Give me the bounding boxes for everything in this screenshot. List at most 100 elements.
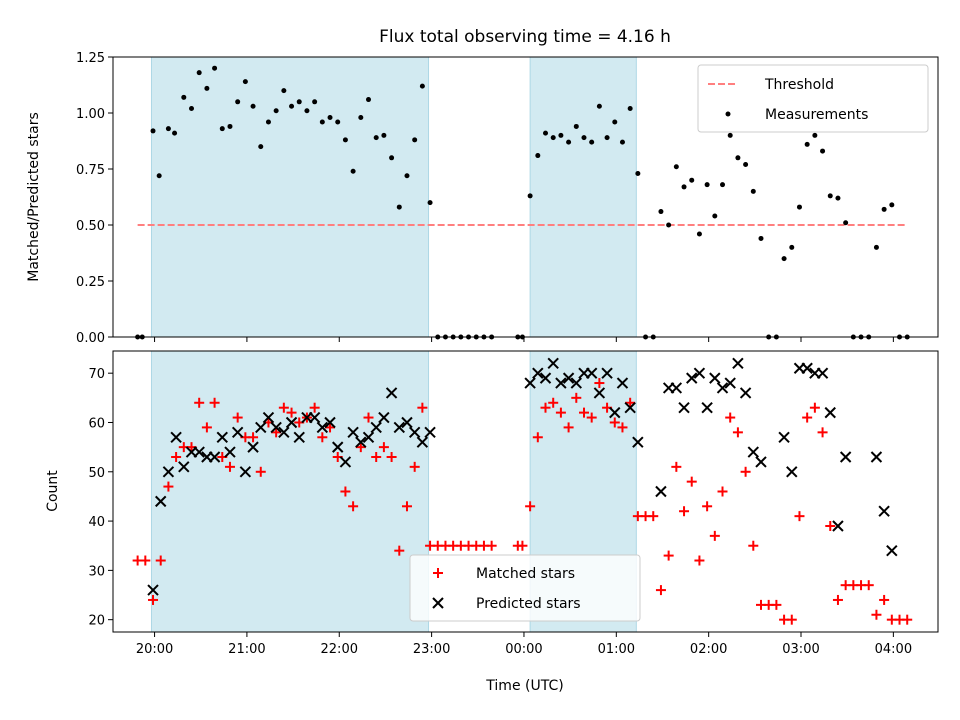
shaded-interval-0 [150,56,430,338]
matched-star-point [740,466,751,477]
predicted-star-point [878,505,890,517]
y-tick-label: 20 [88,614,105,629]
matched-star-point [709,530,720,541]
measurement-point [373,135,379,141]
top-x-axis [154,337,894,342]
matched-legend-label: Matched stars [476,566,575,582]
measurement-point [750,188,756,194]
matched-star-point [155,555,166,566]
measurement-point [781,256,787,262]
measurement-point [427,200,433,206]
matched-star-point [394,545,405,556]
matched-star-point [609,417,620,428]
measurement-point [219,126,225,132]
shaded-interval-1 [529,56,637,338]
x-axis-label: Time (UTC) [485,678,563,694]
x-tick-label: 03:00 [782,642,819,657]
predicted-star-point [324,416,336,429]
y-tick-label: 0.25 [76,275,105,290]
measurement-point [804,141,810,147]
measurement-point [696,231,702,237]
matched-star-point [171,451,182,462]
measurement-point [335,119,341,125]
predicted-star-point [778,431,790,443]
predicted-star-point [408,426,421,439]
predicted-star-point [686,372,698,384]
measurement-point [289,103,295,109]
measurement-point [172,130,178,136]
measurement-point [566,139,572,145]
predicted-star-point [786,466,798,478]
y-tick-label: 50 [88,466,105,481]
matched-star-point [409,461,420,472]
matched-star-point [148,594,159,605]
chart-title: Flux total observing time = 4.16 h [379,27,671,47]
predicted-star-point [739,387,752,399]
predicted-star-point [724,377,736,389]
measurement-point [188,106,194,112]
matched-star-point [194,397,205,408]
matched-star-point [702,501,713,512]
y-tick-label: 0.75 [76,163,105,178]
measurement-point [789,244,795,250]
measurement-point [212,65,218,71]
predicted-star-point [255,421,267,434]
measurement-point [250,103,256,109]
predicted-star-point [370,421,382,434]
measurement-point [835,195,841,201]
matched-star-point [655,585,666,596]
predicted-star-point [231,426,244,439]
measurement-point [704,182,710,188]
measurement-point [820,148,826,154]
predicted-star-point [316,421,329,434]
predicted-star-point [832,520,844,532]
measurement-point [743,162,749,168]
matched-star-point [809,402,820,413]
matched-star-point [309,402,320,413]
predicted-star-point [701,401,713,414]
predicted-star-point [824,406,836,419]
x-tick-label: 01:00 [598,642,635,657]
predicted-star-point [355,436,367,448]
predicted-star-point [732,357,744,370]
measurement-point [196,70,202,76]
matched-star-point [401,501,412,512]
shaded-interval-0 [150,350,430,633]
measurement-point [350,168,356,174]
matched-star-point [348,501,359,512]
predicted-legend-label: Predicted stars [476,596,581,612]
measurement-point [312,99,318,105]
matched-star-point [802,412,813,423]
matched-star-point [163,481,174,492]
measurement-point [366,97,372,103]
matched-star-point [486,540,497,551]
matched-stars-series [132,378,913,625]
measurement-point [342,137,348,143]
top-y-axis-label: Matched/Predicted stars [26,112,42,282]
matched-star-point [271,427,282,438]
measurement-point [681,184,687,190]
matched-star-point [771,599,782,610]
bottom-x-axis: 20:00 21:00 22:00 23:00 00:00 01:00 02:00 03:00… [136,632,912,657]
y-tick-label: 0.50 [76,219,105,234]
predicted-star-point [393,421,405,434]
predicted-star-point [886,544,898,557]
predicted-star-point [178,461,190,473]
y-tick-label: 60 [88,416,105,431]
measurement-point [265,119,271,125]
threshold-legend-label: Threshold [764,77,834,93]
y-tick-label: 40 [88,515,105,530]
matched-star-point [625,397,636,408]
measurement-point [627,106,633,112]
predicted-star-point [332,441,344,453]
matched-star-point [548,397,559,408]
predicted-star-point [816,367,829,379]
predicted-star-point [278,426,290,439]
predicted-star-point [755,456,767,468]
matched-star-point [224,461,235,472]
measurement-point [812,132,818,138]
matched-star-point [355,442,366,453]
predicted-star-point [208,451,221,463]
measurement-point [889,202,895,208]
measurement-point [612,119,618,125]
